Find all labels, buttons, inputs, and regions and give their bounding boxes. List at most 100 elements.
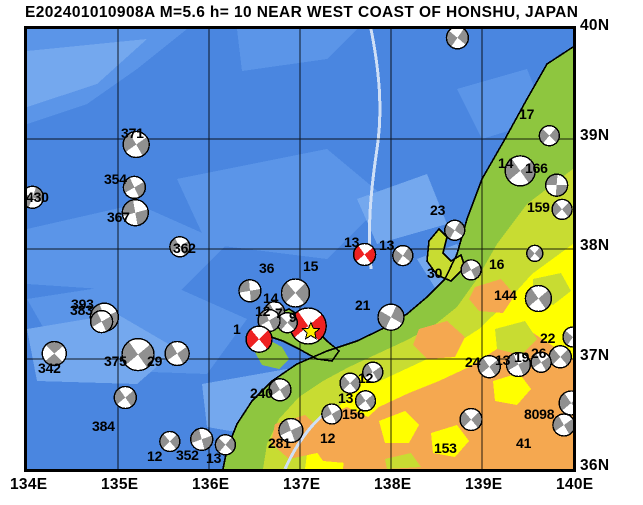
y-axis-label-39n: 39N	[580, 127, 610, 144]
focal-mechanism-beachball[interactable]	[530, 351, 552, 373]
compression-quadrant	[45, 353, 63, 366]
compression-quadrant	[122, 341, 139, 365]
focal-mechanism-beachball[interactable]	[477, 355, 501, 379]
focal-mechanism-beachball[interactable]	[445, 29, 470, 50]
epicenter-star-layer	[301, 321, 321, 340]
compression-quadrant	[545, 174, 558, 186]
focal-mechanism-beachball[interactable]	[460, 259, 482, 281]
epicenter-star-icon	[301, 321, 321, 340]
focal-mechanism-beachball[interactable]	[504, 155, 536, 187]
compression-quadrant	[308, 314, 327, 341]
focal-mechanism-beachball[interactable]	[268, 378, 292, 402]
compression-quadrant	[560, 349, 572, 366]
compression-quadrant	[538, 290, 552, 310]
focal-mechanism-beachball[interactable]	[278, 417, 304, 444]
compression-quadrant	[27, 194, 33, 208]
focal-mechanism-beachball[interactable]	[27, 185, 45, 209]
y-axis-label-37n: 37N	[580, 347, 610, 364]
compression-quadrant	[549, 348, 561, 365]
compression-quadrant	[549, 128, 560, 143]
compression-quadrant	[571, 401, 573, 406]
compression-quadrant	[505, 158, 521, 181]
focal-mechanism-beachball[interactable]	[377, 303, 405, 331]
compression-quadrant	[518, 358, 531, 376]
focal-mechanism-beachball[interactable]	[113, 385, 137, 410]
focal-mechanism-beachball[interactable]	[562, 326, 573, 348]
compression-quadrant	[45, 341, 64, 354]
compression-quadrant	[460, 411, 472, 428]
map-canvas[interactable]	[27, 29, 573, 469]
compression-quadrant	[159, 433, 170, 449]
compression-quadrant	[552, 415, 564, 432]
focal-mechanism-beachball[interactable]	[280, 278, 311, 308]
compression-quadrant	[534, 247, 543, 260]
compression-quadrant	[539, 128, 550, 144]
x-axis-label-135e: 135E	[101, 476, 139, 493]
focal-mechanism-beachball[interactable]	[121, 337, 155, 372]
compression-quadrant	[225, 437, 236, 452]
focal-mechanism-beachball[interactable]	[122, 175, 147, 200]
beachball-layer	[27, 29, 573, 456]
focal-mechanism-beachball[interactable]	[190, 427, 214, 451]
focal-mechanism-beachball[interactable]	[526, 244, 544, 263]
focal-mechanism-beachball[interactable]	[352, 242, 377, 267]
compression-quadrant	[520, 161, 536, 184]
focal-mechanism-beachball[interactable]	[459, 407, 483, 432]
focal-mechanism-beachball[interactable]	[41, 340, 67, 367]
x-axis-label-138e: 138E	[374, 476, 412, 493]
focal-mechanism-beachball[interactable]	[558, 390, 573, 416]
compression-quadrant	[165, 343, 178, 361]
focal-mechanism-beachball[interactable]	[392, 244, 414, 267]
map-frame[interactable]	[24, 26, 576, 472]
compression-quadrant	[287, 315, 298, 330]
focal-mechanism-beachball[interactable]	[552, 413, 573, 437]
compression-quadrant	[563, 330, 573, 346]
compression-quadrant	[279, 383, 291, 400]
focal-mechanism-beachball[interactable]	[159, 430, 181, 453]
compression-quadrant	[402, 247, 413, 263]
focal-mechanism-beachball[interactable]	[544, 173, 569, 197]
y-axis-label-38n: 38N	[580, 237, 610, 254]
focal-mechanism-beachball[interactable]	[169, 236, 191, 258]
compression-quadrant	[295, 283, 310, 304]
y-axis-label-36n: 36N	[580, 457, 610, 474]
x-axis-label-140e: 140E	[556, 476, 594, 493]
focal-mechanism-beachball[interactable]	[238, 279, 262, 303]
compression-quadrant	[238, 279, 250, 293]
compression-quadrant	[362, 363, 373, 378]
compression-quadrant	[246, 329, 260, 349]
focal-mechanism-beachball[interactable]	[164, 340, 190, 367]
compression-quadrant	[559, 393, 572, 411]
compression-quadrant	[446, 30, 458, 47]
focal-mechanism-beachball[interactable]	[444, 219, 466, 242]
focal-mechanism-beachball[interactable]	[321, 403, 343, 425]
compression-quadrant	[125, 390, 137, 407]
focal-mechanism-beachball[interactable]	[362, 361, 384, 383]
focal-mechanism-beachball[interactable]	[245, 325, 273, 353]
x-axis-label-139e: 139E	[465, 476, 503, 493]
focal-mechanism-beachball[interactable]	[339, 372, 361, 394]
compression-quadrant	[378, 310, 391, 329]
focal-mechanism-beachball[interactable]	[524, 284, 553, 313]
focal-mechanism-beachball[interactable]	[121, 198, 149, 227]
focal-mechanism-beachball[interactable]	[214, 434, 237, 456]
compression-quadrant	[555, 185, 568, 197]
focal-mechanism-beachball[interactable]	[354, 390, 377, 412]
focal-mechanism-beachball[interactable]	[551, 198, 573, 221]
compression-quadrant	[541, 356, 552, 371]
compression-quadrant	[123, 133, 137, 152]
compression-quadrant	[259, 330, 273, 350]
x-axis-label-136e: 136E	[192, 476, 230, 493]
compression-quadrant	[471, 411, 483, 428]
focal-mechanism-beachball[interactable]	[122, 130, 150, 159]
focal-mechanism-beachball[interactable]	[548, 345, 572, 369]
focal-mechanism-beachball[interactable]	[505, 351, 532, 378]
compression-quadrant	[478, 357, 490, 374]
compression-quadrant	[122, 199, 136, 217]
compression-quadrant	[552, 201, 563, 217]
focal-mechanism-beachball[interactable]	[89, 309, 114, 334]
focal-mechanism-beachball[interactable]	[538, 124, 561, 147]
compression-quadrant	[135, 209, 149, 226]
y-axis-label-40n: 40N	[580, 17, 610, 34]
compression-quadrant	[136, 137, 150, 156]
